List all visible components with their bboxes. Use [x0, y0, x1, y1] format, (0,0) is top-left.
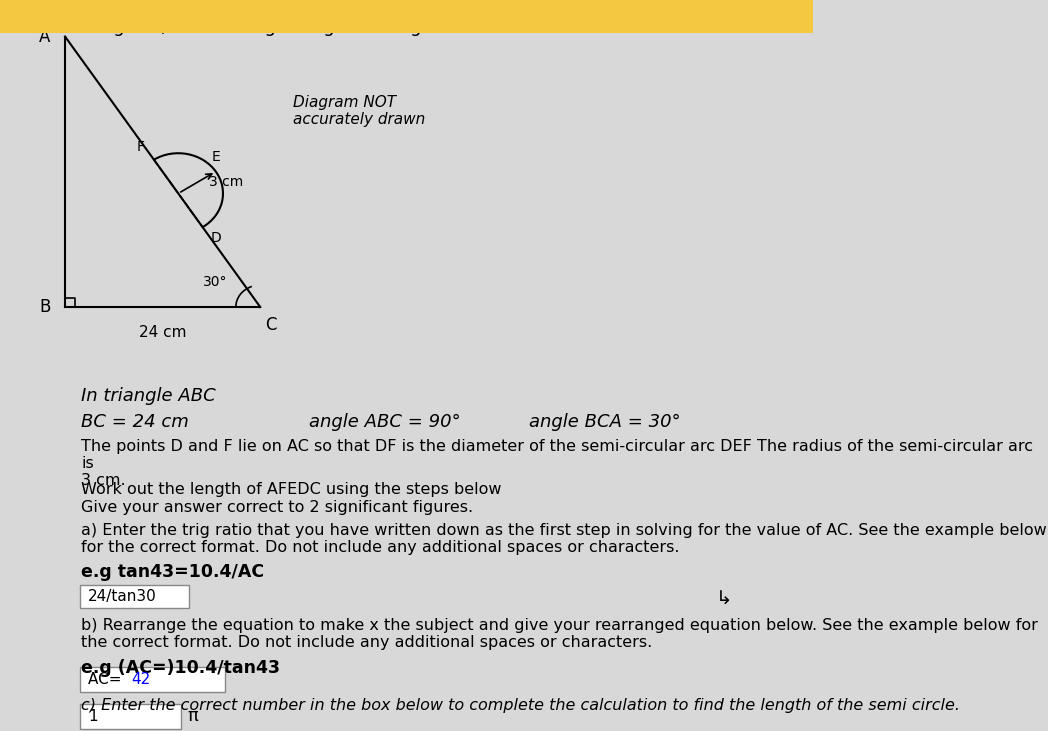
Text: 42: 42 — [132, 673, 151, 687]
FancyBboxPatch shape — [80, 585, 189, 608]
Text: 1: 1 — [88, 709, 97, 724]
Text: Diagram NOT
accurately drawn: Diagram NOT accurately drawn — [292, 95, 425, 127]
Text: a) Enter the trig ratio that you have written down as the first step in solving : a) Enter the trig ratio that you have wr… — [82, 523, 1047, 555]
Text: angle BCA = 30°: angle BCA = 30° — [528, 413, 680, 431]
FancyBboxPatch shape — [80, 704, 180, 729]
Text: F: F — [136, 140, 145, 154]
FancyBboxPatch shape — [80, 667, 225, 692]
Text: In triangle ABC: In triangle ABC — [82, 387, 216, 406]
Text: The points D and F lie on AC so that DF is the diameter of the semi-circular arc: The points D and F lie on AC so that DF … — [82, 439, 1033, 488]
Text: ...gram, ABC is a right-angled triangle and DEF is a semi-circular arc.: ...gram, ABC is a right-angled triangle … — [95, 18, 718, 37]
Text: ↳: ↳ — [716, 590, 732, 609]
Text: C: C — [265, 316, 277, 334]
Text: angle ABC = 90°: angle ABC = 90° — [309, 413, 461, 431]
Text: e.g (AC=)10.4/tan43: e.g (AC=)10.4/tan43 — [82, 659, 280, 678]
Text: D: D — [211, 231, 221, 245]
Text: A: A — [39, 28, 50, 45]
Text: B: B — [39, 298, 50, 316]
Text: AC=: AC= — [88, 673, 126, 687]
Text: 24 cm: 24 cm — [139, 325, 187, 341]
Text: b) Rearrange the equation to make x the subject and give your rearranged equatio: b) Rearrange the equation to make x the … — [82, 618, 1039, 650]
Text: e.g tan43=10.4/AC: e.g tan43=10.4/AC — [82, 563, 264, 581]
Text: Work out the length of AFEDC using the steps below
Give your answer correct to 2: Work out the length of AFEDC using the s… — [82, 482, 502, 515]
Text: E: E — [212, 151, 220, 164]
Text: 24/tan30: 24/tan30 — [88, 589, 156, 604]
Text: c) Enter the correct number in the box below to complete the calculation to find: c) Enter the correct number in the box b… — [82, 698, 960, 713]
Text: BC = 24 cm: BC = 24 cm — [82, 413, 189, 431]
Text: 3 cm: 3 cm — [210, 175, 243, 189]
Text: 30°: 30° — [203, 275, 227, 289]
Text: π: π — [187, 708, 198, 725]
